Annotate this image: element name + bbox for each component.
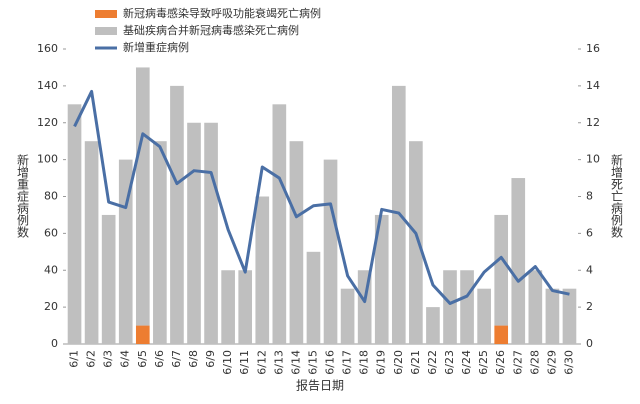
x-tick-label: 6/27 [511, 350, 524, 375]
x-tick-label: 6/3 [102, 350, 115, 368]
y-tick-label: 140 [37, 79, 58, 92]
x-tick-label: 6/8 [187, 350, 200, 368]
bar [494, 325, 509, 344]
x-tick-label: 6/21 [409, 350, 422, 375]
y-tick-label: 0 [51, 337, 58, 350]
x-tick-label: 6/13 [272, 350, 285, 375]
bar [272, 104, 287, 344]
bar [101, 214, 116, 344]
x-tick-label: 6/14 [289, 350, 302, 375]
y-tick-label: 120 [37, 116, 58, 129]
y2-tick-label: 0 [586, 337, 593, 350]
x-axis-title: 报告日期 [296, 378, 344, 393]
x-tick-label: 6/30 [562, 350, 575, 375]
y-tick-label: 160 [37, 42, 58, 55]
bar [443, 270, 457, 344]
legend-label: 新增重症病例 [123, 40, 189, 54]
bar [545, 288, 560, 344]
x-tick-label: 6/19 [375, 350, 388, 375]
x-tick-label: 6/15 [306, 350, 319, 375]
bar [477, 288, 491, 344]
legend-swatch [95, 27, 117, 35]
bar [238, 270, 253, 344]
legend-swatch [95, 10, 117, 18]
y-tick-label: 60 [44, 226, 58, 239]
x-tick-label: 6/23 [443, 350, 456, 375]
y2-tick-label: 4 [586, 263, 593, 276]
bar [511, 178, 526, 344]
x-tick-label: 6/29 [545, 350, 558, 375]
bar [221, 270, 235, 344]
bar [204, 122, 218, 344]
bar [323, 159, 338, 344]
bar [340, 288, 355, 344]
bar [289, 141, 304, 344]
bar [187, 122, 201, 344]
x-tick-label: 6/17 [341, 350, 354, 375]
x-tick-label: 6/6 [153, 350, 166, 368]
x-tick-label: 6/25 [477, 350, 490, 375]
x-tick-label: 6/12 [255, 350, 268, 375]
y-tick-label: 80 [44, 190, 58, 203]
bar [255, 196, 270, 344]
x-tick-label: 6/9 [204, 350, 217, 368]
bar [135, 325, 150, 344]
y2-tick-label: 12 [586, 116, 600, 129]
bar [170, 85, 184, 344]
x-tick-label: 6/11 [238, 350, 251, 375]
x-tick-label: 6/20 [392, 350, 405, 375]
x-tick-label: 6/16 [324, 350, 337, 375]
bar [528, 270, 543, 344]
bar [306, 251, 321, 344]
x-tick-label: 6/1 [68, 350, 81, 368]
y2-axis-title: 新增死亡病例数 [610, 153, 624, 239]
x-tick-label: 6/4 [119, 350, 132, 368]
x-tick-label: 6/5 [136, 350, 149, 368]
line [73, 89, 570, 305]
y2-tick-label: 14 [586, 79, 600, 92]
bar [374, 214, 389, 344]
y2-tick-label: 2 [586, 300, 593, 313]
y-axis-title: 新增重症病例数 [16, 153, 30, 239]
x-tick-label: 6/22 [426, 350, 439, 375]
bar [135, 67, 150, 326]
bar [84, 141, 99, 344]
x-tick-label: 6/7 [170, 350, 183, 368]
bar [494, 214, 509, 326]
bar [426, 307, 440, 344]
y-tick-label: 20 [44, 300, 58, 313]
x-tick-label: 6/26 [494, 350, 507, 375]
y2-tick-label: 10 [586, 153, 600, 166]
x-tick-label: 6/18 [358, 350, 371, 375]
bar [67, 104, 82, 344]
legend-label: 基础疾病合并新冠病毒感染死亡病例 [123, 23, 299, 37]
y2-tick-label: 16 [586, 42, 600, 55]
x-tick-label: 6/10 [221, 350, 234, 375]
x-tick-label: 6/24 [460, 350, 473, 375]
bar [409, 141, 423, 344]
legend-label: 新冠病毒感染导致呼吸功能衰竭死亡病例 [123, 6, 321, 20]
bar [460, 270, 474, 344]
bar [153, 141, 167, 344]
x-tick-label: 6/28 [528, 350, 541, 375]
y-tick-label: 40 [44, 263, 58, 276]
y-tick-label: 100 [37, 153, 58, 166]
bar [562, 288, 577, 344]
y2-tick-label: 6 [586, 226, 593, 239]
y2-tick-label: 8 [586, 190, 593, 203]
x-tick-label: 6/2 [85, 350, 98, 368]
